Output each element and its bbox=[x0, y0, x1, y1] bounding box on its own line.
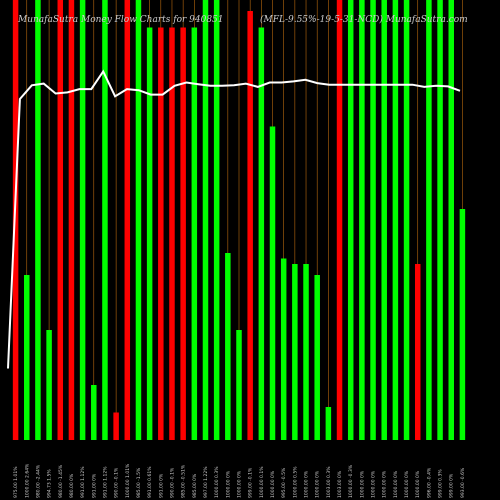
x-tick-label: 1000.00 0.1% bbox=[259, 466, 265, 498]
bar bbox=[12, 0, 19, 440]
bar bbox=[426, 0, 432, 440]
x-tick-label: 990.00 -0.1% bbox=[169, 467, 175, 498]
x-tick-label: 999.00 0.3% bbox=[438, 469, 444, 498]
bar bbox=[448, 0, 454, 440]
chart-title: MunafaSutra Money Flow Charts for 940851 bbox=[17, 15, 224, 25]
x-tick-label: 1000.00 0% bbox=[359, 470, 365, 498]
bar bbox=[392, 0, 399, 440]
bar bbox=[158, 27, 164, 440]
bar bbox=[381, 0, 387, 440]
x-tick-label: 1000.00 0.5% bbox=[292, 466, 298, 498]
chart-subtitle: (MFL-9.55%-19-5-31-NCD) MunafaSutra.com bbox=[260, 14, 468, 25]
money-flow-line bbox=[7, 69, 461, 369]
x-tick-label: 1000.00 0% bbox=[404, 470, 410, 498]
x-tick-label: 985.00 -0.51% bbox=[181, 464, 187, 498]
x-tick-label: 999.00 -0.1% bbox=[248, 467, 254, 498]
x-tick-label: 1000.00 0% bbox=[393, 470, 399, 498]
bar bbox=[292, 264, 298, 440]
x-tick-label: 1000.00 0% bbox=[270, 470, 276, 498]
x-tick-label: 993.00 -0.6% bbox=[460, 467, 466, 498]
x-tick-label: 1000.00 0% bbox=[304, 470, 310, 498]
bar bbox=[303, 264, 309, 440]
x-tick-label: 985.00 -1.5% bbox=[136, 467, 142, 498]
bar bbox=[68, 0, 75, 440]
bar bbox=[213, 0, 220, 440]
x-tick-label: 990.00 -0.1% bbox=[114, 467, 120, 498]
bar bbox=[79, 0, 86, 440]
bar bbox=[347, 0, 354, 440]
bar bbox=[437, 0, 443, 440]
bar bbox=[314, 275, 320, 440]
bar bbox=[236, 330, 242, 440]
x-tick-label: 999.00 0% bbox=[449, 473, 455, 498]
bar bbox=[24, 275, 30, 440]
x-tick-label: 1003.00 0.3% bbox=[326, 466, 332, 498]
x-tick-label: 991.00 1.12% bbox=[80, 466, 86, 498]
bar bbox=[180, 27, 186, 440]
bar bbox=[403, 0, 410, 440]
bar bbox=[135, 0, 142, 440]
bar bbox=[269, 126, 276, 440]
x-tick-label: 991.00 1.12% bbox=[102, 466, 108, 498]
x-tick-label: 997.00 1.22% bbox=[203, 466, 209, 498]
x-tick-label: 1000.00 0% bbox=[371, 470, 377, 498]
x-tick-label: 991.00 0.61% bbox=[147, 466, 153, 498]
x-tick-labels: 975.00 1.01% 1000.00 2.64% 980.00 -2.44% 99… bbox=[13, 463, 466, 498]
bar bbox=[124, 0, 131, 440]
bar bbox=[46, 330, 52, 440]
bar bbox=[146, 27, 153, 440]
bar bbox=[57, 0, 64, 440]
x-tick-label: 985.00 0% bbox=[192, 473, 198, 498]
bar bbox=[414, 264, 421, 440]
x-tick-label: 1000.00 1.01% bbox=[125, 463, 131, 498]
x-tick-label: 1003.00 0% bbox=[337, 470, 343, 498]
bars bbox=[12, 0, 466, 440]
bar bbox=[91, 385, 97, 440]
bar bbox=[370, 0, 376, 440]
bar bbox=[247, 11, 253, 440]
bar bbox=[102, 0, 108, 440]
x-tick-label: 996.00 -0.4% bbox=[426, 467, 432, 498]
x-tick-label: 1000.00 0.3% bbox=[214, 466, 220, 498]
bar bbox=[336, 0, 343, 440]
x-tick-label: 1000.00 2.64% bbox=[24, 463, 30, 498]
bar bbox=[113, 412, 119, 440]
x-tick-label: 1000.00 0% bbox=[382, 470, 388, 498]
x-tick-label: 975.00 1.01% bbox=[13, 466, 19, 498]
bar bbox=[169, 27, 175, 440]
x-tick-label: 1000.00 0% bbox=[415, 470, 421, 498]
x-tick-label: 994.73 1.5% bbox=[47, 469, 53, 498]
bar bbox=[225, 253, 231, 440]
bar bbox=[359, 0, 365, 440]
x-tick-label: 980.00 -2.44% bbox=[35, 464, 41, 498]
bar bbox=[459, 209, 466, 440]
x-tick-label: 1000.00 -0.3% bbox=[348, 464, 354, 498]
x-tick-label: 1000.00 0% bbox=[315, 470, 321, 498]
x-tick-label: 980.00 0% bbox=[69, 473, 75, 498]
x-tick-label: 991.00 0% bbox=[158, 473, 164, 498]
x-tick-label: 1000.00 0% bbox=[225, 470, 231, 498]
bar bbox=[258, 27, 265, 440]
bar bbox=[202, 0, 209, 440]
bar bbox=[325, 407, 332, 440]
x-tick-label: 995.00 -0.5% bbox=[281, 467, 287, 498]
x-tick-label: 980.00 -1.45% bbox=[58, 464, 64, 498]
x-tick-label: 1000.00 0% bbox=[237, 470, 243, 498]
x-tick-label: 991.00 0% bbox=[91, 473, 97, 498]
bar bbox=[280, 258, 287, 440]
bar bbox=[35, 0, 41, 440]
bar bbox=[191, 27, 198, 440]
